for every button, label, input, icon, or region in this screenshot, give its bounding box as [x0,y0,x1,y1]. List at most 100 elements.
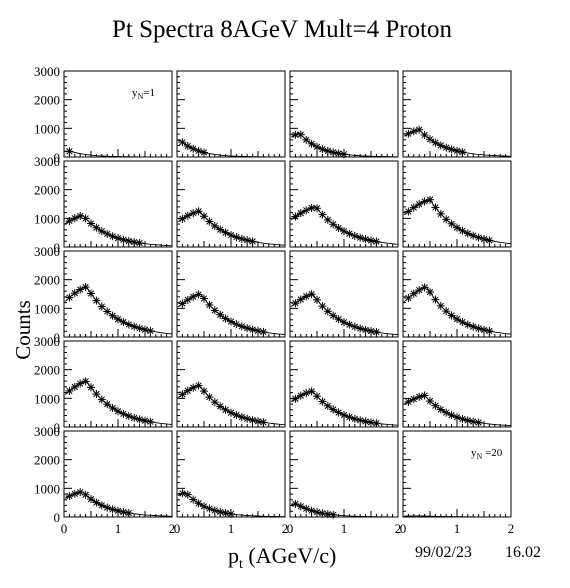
marker-stroke [373,420,380,427]
data-point [313,392,321,401]
data-point [345,413,354,422]
fit-curve [64,380,173,425]
marker-stroke [200,213,208,220]
data-point [183,211,192,220]
marker-stroke [421,392,428,399]
data-point [415,392,424,401]
data-point [350,231,359,240]
marker-stroke [303,136,310,143]
fit-curve [403,395,512,427]
y-tick-label: 0 [54,420,61,435]
marker-stroke [351,232,358,240]
marker-stroke [308,291,315,298]
marker-stroke [319,302,326,310]
data-point [453,146,461,155]
marker-stroke [66,387,73,395]
marker-stroke [125,509,132,517]
data-point [76,488,85,497]
data-point [178,390,187,399]
marker-stroke [303,505,310,512]
marker-stroke [104,504,111,511]
marker-stroke [351,323,358,330]
marker-stroke [217,311,224,318]
marker-stroke [292,131,299,138]
marker-stroke [486,327,493,335]
data-point [178,489,187,498]
fit-curve [403,286,512,335]
marker-stroke [459,318,466,326]
data-point [65,147,74,156]
y-tick-label: 2000 [34,273,60,288]
marker-stroke [227,409,235,416]
data-point [431,203,440,212]
fit-curve [290,206,399,245]
marker-stroke [346,321,353,328]
panel-12 [402,250,512,338]
marker-stroke [432,139,439,146]
data-point [178,214,187,223]
x-tick-label: 1 [454,521,461,536]
data-point [485,236,494,245]
marker-stroke [195,500,202,507]
marker-stroke [114,235,122,242]
marker-stroke [120,508,127,516]
marker-stroke [254,418,262,425]
data-point [404,129,413,138]
marker-stroke [109,506,116,513]
marker-stroke [373,328,380,336]
data-point [350,322,359,331]
marker-stroke [131,238,138,246]
panel-8 [402,160,512,248]
panel-frame [63,160,173,248]
data-point [65,293,74,302]
fit-curve [290,293,399,336]
data-point [426,195,434,204]
marker-stroke [297,503,304,510]
data-point [178,299,187,308]
marker-stroke [227,318,235,325]
data-point [205,393,214,402]
data-point [108,404,117,413]
marker-stroke [93,390,100,398]
marker-stroke [308,204,315,212]
data-point [361,235,370,244]
marker-stroke [87,384,95,391]
data-point [436,301,445,310]
data-point [216,402,225,411]
marker-stroke [104,401,111,408]
data-point [367,236,375,245]
data-point [114,234,122,243]
marker-stroke [195,382,202,389]
data-point [92,296,101,305]
marker-stroke [109,404,116,412]
marker-stroke [405,398,412,406]
panel-5: 0 1000 2000 3000 [34,154,173,255]
data-point [296,295,305,304]
panel-frame [289,430,399,518]
marker-stroke [292,213,299,220]
marker-stroke [324,308,331,315]
marker-stroke [308,140,315,147]
marker-stroke [93,224,100,231]
marker-stroke [82,491,89,498]
marker-stroke [459,148,466,156]
marker-stroke [319,510,326,517]
data-point [296,209,305,218]
marker-stroke [87,290,95,297]
data-point [210,221,219,230]
marker-stroke [313,143,321,150]
panel-label: yN =20 [471,447,503,461]
marker-stroke [308,388,315,395]
data-point [70,489,79,498]
marker-stroke [357,417,364,424]
marker-stroke [206,301,213,309]
data-point [313,204,321,213]
data-point [97,227,106,236]
data-point [420,131,429,140]
y-axis-label: Counts [11,300,35,360]
marker-stroke [233,411,240,419]
marker-stroke [77,212,84,220]
marker-stroke [340,411,348,419]
marker-stroke [114,507,122,515]
data-point [92,223,101,232]
